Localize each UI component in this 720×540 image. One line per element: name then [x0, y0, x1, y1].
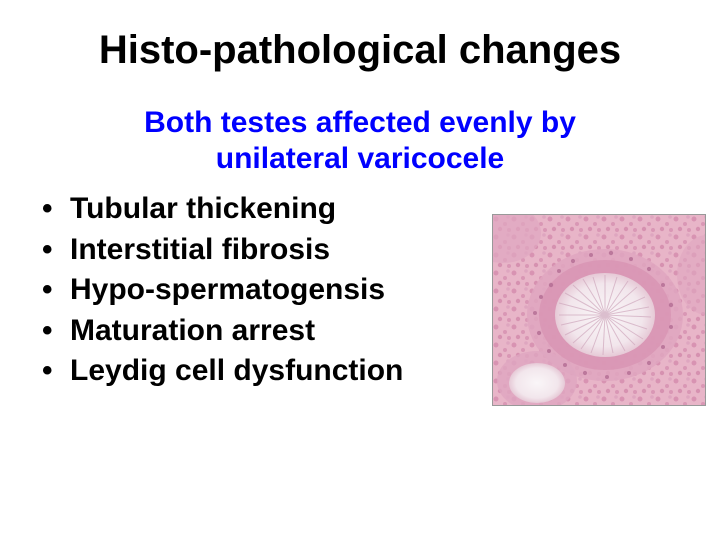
histology-svg: [493, 215, 706, 406]
histology-image: [492, 214, 706, 406]
slide-subtitle: Both testes affected evenly by unilatera…: [80, 105, 640, 177]
slide-container: Histo-pathological changes Both testes a…: [0, 0, 720, 540]
slide-title: Histo-pathological changes: [40, 28, 680, 73]
